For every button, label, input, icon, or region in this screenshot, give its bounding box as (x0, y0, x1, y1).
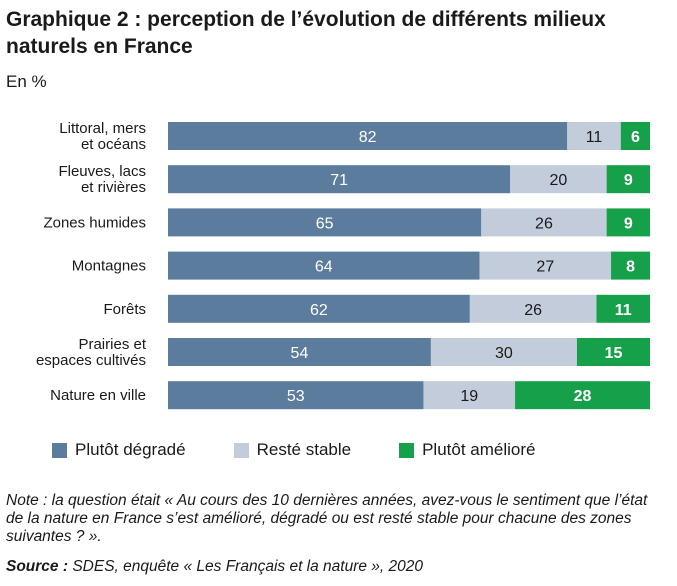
data-label-degrade-zones-humides: 65 (316, 215, 334, 232)
data-label-ameliore-montagnes: 8 (626, 259, 635, 276)
bar-degrade-littoral-mers-et-oceans (168, 122, 568, 150)
category-label-prairies-et-espaces-cultives: Prairies et espaces cultivés (36, 336, 147, 369)
category-label-line: Forêts (103, 301, 146, 318)
bar-stable-littoral-mers-et-oceans (567, 122, 621, 150)
legend-label-stable: Resté stable (256, 440, 352, 459)
data-label-stable-fleuves-lacs-et-rivieres: 20 (550, 172, 568, 189)
source-line: Source : SDES, enquête « Les Français et… (6, 558, 666, 576)
bar-ameliore-zones-humides (606, 208, 650, 237)
data-label-stable-montagnes: 27 (536, 259, 554, 276)
category-label-nature-en-ville: Nature en ville (50, 387, 146, 404)
category-label-line: Littoral, mers (59, 120, 146, 137)
legend-swatch-degrade (52, 442, 67, 458)
source-label: Source : (6, 558, 69, 575)
data-label-ameliore-littoral-mers-et-oceans: 6 (631, 129, 640, 146)
data-label-ameliore-nature-en-ville: 28 (574, 388, 592, 405)
bar-stable-forets (469, 294, 597, 323)
category-label-line: Fleuves, lacs (58, 163, 146, 180)
data-label-stable-forets: 26 (524, 302, 542, 319)
bar-stable-zones-humides (481, 208, 607, 237)
legend-item-degrade: Plutôt dégradé (52, 440, 186, 460)
bar-stable-fleuves-lacs-et-rivieres (510, 165, 607, 194)
data-label-degrade-montagnes: 64 (315, 259, 333, 276)
category-label-zones-humides: Zones humides (43, 214, 146, 231)
category-label-forets: Forêts (103, 301, 146, 318)
data-label-degrade-forets: 62 (310, 302, 328, 319)
category-label-line: Nature en ville (50, 387, 146, 404)
bar-ameliore-prairies-et-espaces-cultives (576, 338, 650, 366)
data-label-ameliore-zones-humides: 9 (624, 215, 633, 232)
category-label-littoral-mers-et-oceans: Littoral, mers et océans (59, 120, 146, 153)
bar-ameliore-montagnes (611, 251, 650, 280)
bar-degrade-zones-humides (168, 208, 482, 237)
data-label-ameliore-forets: 11 (615, 302, 632, 319)
stacked-bar-chart: Littoral, mers et océans 82 11 6 Fleuves, lac… (36, 120, 650, 410)
legend-item-stable: Resté stable (233, 440, 352, 460)
category-label-montagnes: Montagnes (72, 258, 146, 275)
bar-ameliore-fleuves-lacs-et-rivieres (606, 165, 650, 194)
data-label-stable-littoral-mers-et-oceans: 11 (586, 129, 603, 146)
data-label-degrade-littoral-mers-et-oceans: 82 (359, 129, 377, 146)
bar-degrade-nature-en-ville (168, 381, 424, 410)
footnote: Note : la question était « Au cours des … (6, 492, 648, 545)
category-label-line: Prairies et (78, 336, 146, 353)
bar-stable-montagnes (479, 251, 612, 280)
category-label-line: et océans (81, 136, 146, 153)
data-label-degrade-fleuves-lacs-et-rivieres: 71 (330, 172, 348, 189)
source-text: SDES, enquête « Les Français et la natur… (68, 558, 424, 575)
legend-swatch-ameliore (399, 442, 415, 458)
bar-stable-prairies-et-espaces-cultives (430, 338, 577, 366)
bar-degrade-fleuves-lacs-et-rivieres (168, 165, 511, 194)
bar-degrade-montagnes (168, 251, 480, 280)
category-label-fleuves-lacs-et-rivieres: Fleuves, lacs et rivières (58, 163, 146, 196)
bar-stable-nature-en-ville (423, 381, 516, 410)
legend-item-ameliore: Plutôt amélioré (399, 440, 535, 460)
category-label-line: Zones humides (43, 214, 146, 231)
category-label-line: Montagnes (72, 258, 146, 275)
data-label-degrade-prairies-et-espaces-cultives: 54 (291, 345, 309, 362)
data-label-stable-prairies-et-espaces-cultives: 30 (495, 345, 513, 362)
data-label-degrade-nature-en-ville: 53 (287, 388, 305, 405)
bar-ameliore-littoral-mers-et-oceans (620, 122, 650, 150)
bar-ameliore-forets (596, 294, 650, 323)
data-label-ameliore-fleuves-lacs-et-rivieres: 9 (624, 172, 633, 189)
legend-label-ameliore: Plutôt amélioré (422, 440, 536, 459)
legend-swatch-stable (233, 442, 249, 458)
data-label-stable-zones-humides: 26 (535, 215, 553, 232)
category-label-line: espaces cultivés (36, 352, 146, 369)
category-label-line: et rivières (81, 179, 146, 196)
chart-title: Graphique 2 : perception de l’évolution … (6, 8, 606, 58)
legend-label-degrade: Plutôt dégradé (75, 440, 186, 459)
data-label-ameliore-prairies-et-espaces-cultives: 15 (605, 345, 623, 362)
unit-label: En % (6, 72, 47, 91)
bar-degrade-forets (168, 294, 470, 323)
bar-ameliore-nature-en-ville (515, 381, 650, 410)
data-label-stable-nature-en-ville: 19 (460, 388, 478, 405)
bar-degrade-prairies-et-espaces-cultives (168, 338, 431, 366)
legend: Plutôt dégradé Resté stable Plutôt améli… (52, 440, 583, 460)
